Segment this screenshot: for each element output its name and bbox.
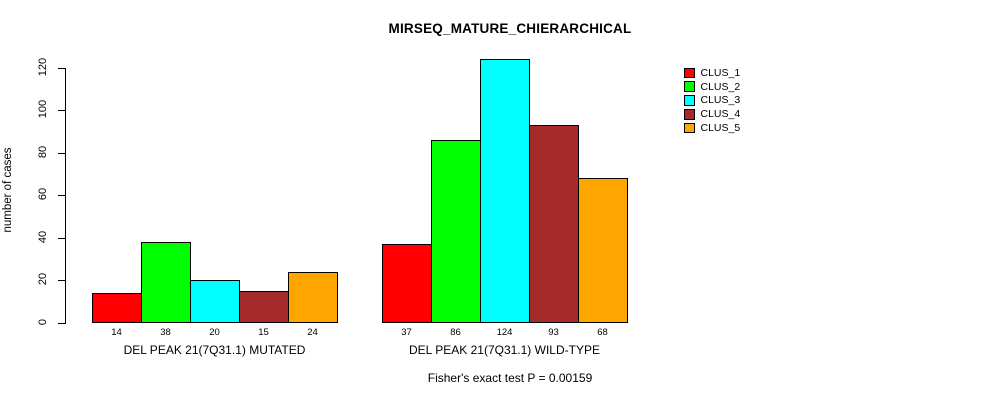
bar-clus_2-group1 [141, 241, 191, 323]
y-axis-tick-label: 80 [37, 145, 49, 158]
y-axis-tick [58, 322, 65, 324]
bar-value-label: 38 [160, 326, 171, 338]
bar-value-label: 24 [307, 326, 318, 338]
legend-label: CLUS_2 [700, 80, 741, 93]
bar-value-label: 124 [496, 326, 513, 338]
legend-label: CLUS_1 [700, 66, 741, 79]
y-axis-tick [58, 152, 65, 154]
y-axis-tick-label: 120 [37, 57, 49, 76]
fisher-test-annotation: Fisher's exact test P = 0.00159 [427, 371, 593, 385]
y-axis-tick [58, 67, 65, 69]
legend-swatch-icon [684, 67, 695, 79]
legend-item-clus_4: CLUS_4 [684, 107, 740, 121]
bar-value-label: 15 [258, 326, 269, 338]
bar-clus_4-group2 [529, 124, 579, 323]
legend-swatch-icon [684, 81, 695, 92]
y-axis-tick [58, 110, 65, 111]
x-axis-group-label: DEL PEAK 21(7Q31.1) WILD-TYPE [409, 342, 600, 357]
legend-item-clus_2: CLUS_2 [684, 80, 740, 94]
y-axis-tick [58, 195, 65, 196]
bar-clus_1-group1 [92, 292, 142, 323]
legend-item-clus_1: CLUS_1 [684, 66, 740, 80]
y-axis-tick-label: 40 [37, 230, 49, 243]
legend-swatch-icon [684, 109, 695, 120]
y-axis-tick-label: 20 [37, 272, 49, 286]
bar-clus_3-group1 [190, 280, 240, 323]
bar-value-label: 93 [548, 326, 559, 338]
bar-value-label: 20 [209, 326, 220, 338]
legend-label: CLUS_3 [700, 94, 741, 107]
y-axis-tick [58, 280, 65, 281]
y-axis-label: number of cases [2, 147, 14, 233]
bar-clus_5-group2 [578, 178, 628, 323]
bar-clus_3-group2 [480, 59, 530, 323]
y-axis-tick-label: 60 [37, 187, 49, 201]
chart-title: MIRSEQ_MATURE_CHIERARCHICAL [388, 21, 632, 36]
bar-value-label: 37 [401, 326, 412, 338]
legend-swatch-icon [684, 122, 695, 134]
legend-swatch-icon [684, 95, 695, 106]
y-axis-tick [58, 237, 65, 239]
y-axis-tick-label: 100 [37, 99, 49, 119]
legend-label: CLUS_4 [700, 108, 741, 121]
bar-clus_1-group2 [382, 243, 432, 323]
legend-label: CLUS_5 [700, 122, 741, 135]
y-axis-line [65, 67, 66, 324]
legend: CLUS_1 CLUS_2 CLUS_3 CLUS_4 CLUS_5 [684, 66, 740, 135]
bar-clus_4-group1 [239, 290, 289, 323]
bar-value-label: 14 [111, 326, 122, 338]
bar-value-label: 86 [450, 326, 461, 338]
y-axis-tick-label: 0 [37, 318, 49, 325]
bar-clus_5-group1 [288, 271, 338, 323]
legend-item-clus_3: CLUS_3 [684, 94, 740, 108]
bar-clus_2-group2 [431, 139, 481, 323]
legend-item-clus_5: CLUS_5 [684, 121, 740, 135]
x-axis-group-label: DEL PEAK 21(7Q31.1) MUTATED [123, 342, 306, 357]
bar-value-label: 68 [597, 326, 608, 338]
